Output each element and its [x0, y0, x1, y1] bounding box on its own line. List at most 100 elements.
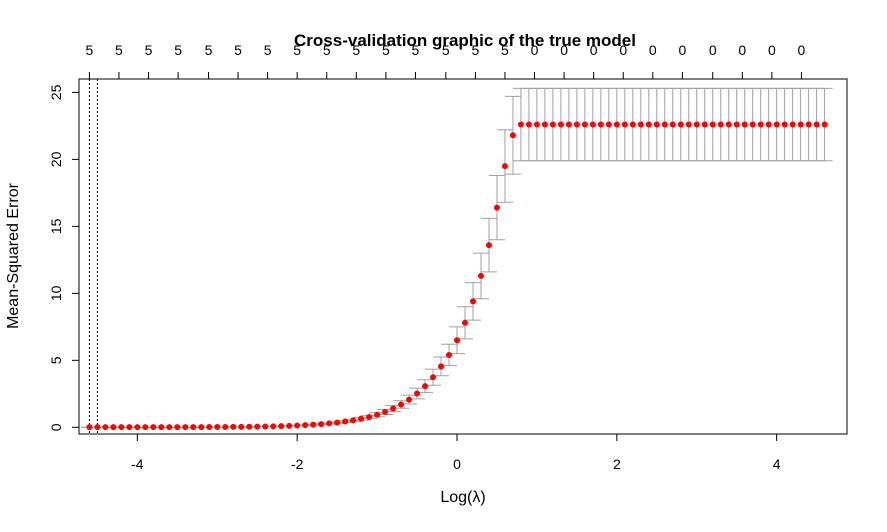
top-tick-label: 5: [85, 42, 93, 58]
data-point: [541, 121, 548, 128]
y-axis: 0 5 10 15 20 25: [48, 84, 80, 431]
x-tick-label: -4: [131, 456, 144, 472]
data-point: [230, 423, 237, 430]
data-point: [286, 422, 293, 429]
data-point: [206, 424, 213, 431]
data-point: [262, 423, 269, 430]
y-tick-label: 10: [48, 285, 64, 301]
data-point: [733, 121, 740, 128]
data-point: [637, 121, 644, 128]
data-point: [725, 121, 732, 128]
top-tick-label: 5: [471, 42, 479, 58]
data-point: [621, 121, 628, 128]
data-point: [238, 423, 245, 430]
data-point: [821, 121, 828, 128]
top-tick-label: 0: [531, 42, 539, 58]
data-point: [717, 121, 724, 128]
reference-lines: [88, 79, 98, 434]
data-point: [757, 121, 764, 128]
data-point: [789, 121, 796, 128]
top-tick-label: 5: [442, 42, 450, 58]
data-point: [366, 413, 373, 420]
top-axis: 5 5 5 5 5 5 5 5 5 5 5 5 5 5 5 0 0 0 0 0 0 0 0 0 0: [85, 42, 806, 80]
data-point: [613, 121, 620, 128]
errorbars: [81, 87, 833, 428]
y-axis-label: Mean-Squared Error: [5, 182, 22, 329]
data-point: [677, 121, 684, 128]
data-point: [438, 363, 445, 370]
data-point: [797, 121, 804, 128]
data-point: [150, 424, 157, 431]
data-point: [374, 411, 381, 418]
data-point: [773, 121, 780, 128]
data-point: [390, 405, 397, 412]
data-point: [174, 424, 181, 431]
top-tick-label: 0: [560, 42, 568, 58]
data-point: [454, 337, 461, 344]
data-point: [589, 121, 596, 128]
data-point: [278, 423, 285, 430]
data-point: [485, 242, 492, 249]
data-point: [469, 298, 476, 305]
data-point: [701, 121, 708, 128]
data-point: [533, 121, 540, 128]
top-tick-label: 0: [649, 42, 657, 58]
top-tick-label: 5: [115, 42, 123, 58]
data-point: [501, 163, 508, 170]
data-point: [126, 424, 133, 431]
data-point: [741, 121, 748, 128]
x-tick-label: 4: [773, 456, 781, 472]
data-point: [549, 121, 556, 128]
data-point: [222, 424, 229, 431]
y-tick-label: 20: [48, 151, 64, 167]
data-point: [653, 121, 660, 128]
top-tick-label: 0: [709, 42, 717, 58]
data-point: [182, 424, 189, 431]
data-point: [565, 121, 572, 128]
data-point: [102, 424, 109, 431]
top-tick-label: 5: [501, 42, 509, 58]
y-tick-label: 0: [48, 423, 64, 431]
data-point: [709, 121, 716, 128]
top-tick-label: 5: [382, 42, 390, 58]
y-tick-label: 15: [48, 218, 64, 234]
data-point: [190, 424, 197, 431]
data-point: [781, 121, 788, 128]
data-point: [765, 121, 772, 128]
data-point: [581, 121, 588, 128]
data-point: [358, 415, 365, 422]
data-point: [661, 121, 668, 128]
data-point: [142, 424, 149, 431]
data-point: [525, 121, 532, 128]
data-point: [382, 408, 389, 415]
y-tick-label: 5: [48, 356, 64, 364]
x-axis-label: Log(λ): [440, 489, 485, 506]
data-point: [805, 121, 812, 128]
data-point: [693, 121, 700, 128]
data-point: [158, 424, 165, 431]
top-tick-label: 5: [174, 42, 182, 58]
data-point: [334, 419, 341, 426]
top-tick-label: 0: [590, 42, 598, 58]
x-axis: -4 -2 0 2 4: [131, 433, 781, 472]
data-point: [94, 424, 101, 431]
data-point: [430, 374, 437, 381]
top-tick-label: 5: [264, 42, 272, 58]
x-tick-label: 2: [613, 456, 621, 472]
data-point: [342, 418, 349, 425]
top-tick-label: 0: [798, 42, 806, 58]
data-point: [517, 121, 524, 128]
data-point: [294, 422, 301, 429]
data-point: [749, 121, 756, 128]
data-point: [254, 423, 261, 430]
top-tick-label: 0: [738, 42, 746, 58]
top-tick-label: 5: [205, 42, 213, 58]
data-point: [597, 121, 604, 128]
data-point: [446, 351, 453, 358]
top-tick-label: 5: [323, 42, 331, 58]
y-tick-label: 25: [48, 84, 64, 100]
data-point: [318, 421, 325, 428]
data-point: [629, 121, 636, 128]
top-tick-label: 5: [412, 42, 420, 58]
data-point: [86, 424, 93, 431]
